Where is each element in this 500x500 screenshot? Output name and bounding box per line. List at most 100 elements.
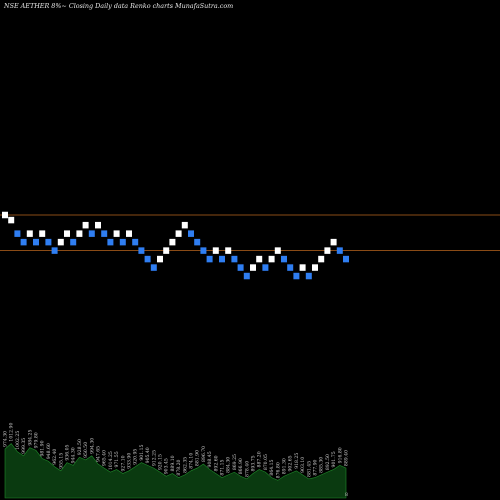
renko-brick	[268, 255, 275, 263]
volume-label: 862.35	[182, 457, 188, 473]
volume-label: 889.10	[170, 455, 176, 471]
reference-lines	[0, 214, 500, 252]
renko-brick	[57, 238, 64, 246]
volume-label: 874.10	[189, 453, 195, 469]
renko-brick	[281, 255, 287, 263]
renko-brick	[200, 247, 207, 254]
volume-label: 903.45	[164, 458, 170, 474]
renko-brick	[237, 264, 244, 271]
renko-brick	[14, 230, 21, 237]
volume-label: 916.80	[337, 447, 343, 463]
volume-label: 928.50	[77, 439, 83, 455]
volume-label: 891.30	[282, 458, 288, 474]
volume-label: 948.60	[46, 443, 52, 459]
volume-label: 965.40	[102, 450, 108, 466]
renko-brick	[181, 221, 188, 229]
volume-label: 979.80	[34, 432, 40, 448]
renko-brick	[256, 255, 263, 263]
renko-brick	[336, 247, 343, 254]
renko-brick	[20, 238, 27, 246]
volume-label: 892.60	[213, 455, 219, 471]
volume-label: 871.15	[220, 459, 226, 475]
volume-label: 981.90	[40, 440, 46, 456]
volume-label: 1002.25	[15, 431, 21, 450]
renko-brick	[312, 264, 318, 271]
volume-label: 896.70	[201, 446, 207, 462]
renko-brick	[324, 247, 331, 254]
volume-label: 955.15	[58, 453, 64, 469]
renko-brick	[82, 221, 89, 229]
volume-label: 947.65	[96, 446, 102, 462]
renko-brick	[293, 272, 300, 280]
volume-label: 994.30	[89, 438, 95, 454]
renko-brick	[64, 230, 70, 237]
volume-label: 944.30	[71, 447, 77, 463]
volume-label: 918.25	[294, 453, 300, 469]
renko-brick	[212, 247, 219, 254]
renko-brick	[138, 247, 145, 254]
volume-label: 901.15	[139, 444, 145, 460]
renko-bricks	[2, 211, 349, 280]
renko-brick	[70, 238, 77, 246]
volume-label: 901.75	[331, 451, 337, 467]
renko-brick	[157, 255, 163, 263]
volume-label: 920.15	[158, 454, 164, 470]
renko-brick	[219, 255, 225, 263]
renko-brick	[95, 221, 101, 229]
renko-brick	[262, 264, 269, 271]
renko-brick	[33, 238, 39, 246]
volume-label: 864.15	[269, 459, 275, 475]
volume-label: 892.50	[325, 454, 331, 470]
volume-label: 870.05	[263, 454, 269, 470]
volume-label: 933.90	[127, 453, 133, 469]
volume-label: 984.25	[27, 430, 33, 446]
volume-label: 893.75	[251, 455, 257, 471]
renko-brick	[287, 264, 294, 271]
volume-label: 876.80	[275, 462, 281, 478]
renko-brick	[76, 230, 83, 237]
volume-label: 902.65	[288, 455, 294, 471]
renko-brick	[343, 255, 349, 263]
volume-label: 1012.90	[9, 423, 15, 442]
volume-label: 1014.25	[108, 451, 114, 470]
renko-brick	[169, 238, 176, 246]
renko-brick	[206, 255, 213, 263]
renko-brick	[188, 230, 194, 237]
volume-label: 908.45	[207, 451, 213, 467]
volume-area	[4, 443, 347, 499]
renko-brick	[45, 238, 52, 246]
renko-brick	[274, 247, 281, 254]
chart-title: NSE AETHER 8%~ Closing Daily data Renko …	[3, 2, 233, 10]
renko-brick	[150, 264, 157, 271]
renko-brick	[88, 230, 95, 237]
volume-label: 889.40	[344, 450, 350, 466]
renko-brick	[126, 230, 132, 237]
volume-label: 974.30	[3, 431, 9, 447]
renko-brick	[39, 230, 46, 237]
renko-brick	[194, 238, 201, 246]
volume-label: 950.50	[83, 442, 89, 458]
renko-brick	[305, 272, 312, 280]
renko-brick	[225, 247, 232, 254]
volume-label: 927.10	[120, 455, 126, 471]
renko-brick	[51, 247, 58, 254]
renko-brick	[144, 255, 151, 263]
volume-label: 885.30	[319, 457, 325, 473]
renko-brick	[101, 230, 108, 237]
volume-label: 884.30	[226, 457, 232, 473]
volume-last-label: 8	[345, 492, 348, 498]
volume-label: 920.95	[133, 449, 139, 465]
renko-brick	[243, 272, 250, 280]
renko-brick	[250, 264, 256, 271]
volume-label: 912.25	[151, 450, 157, 466]
renko-brick	[8, 216, 15, 224]
volume-label: 971.55	[114, 451, 120, 467]
volume-label: 999.35	[21, 438, 27, 454]
renko-brick	[119, 238, 126, 246]
renko-brick	[2, 211, 8, 219]
volume-label: 881.45	[306, 461, 312, 477]
volume-label: 877.90	[313, 459, 319, 475]
